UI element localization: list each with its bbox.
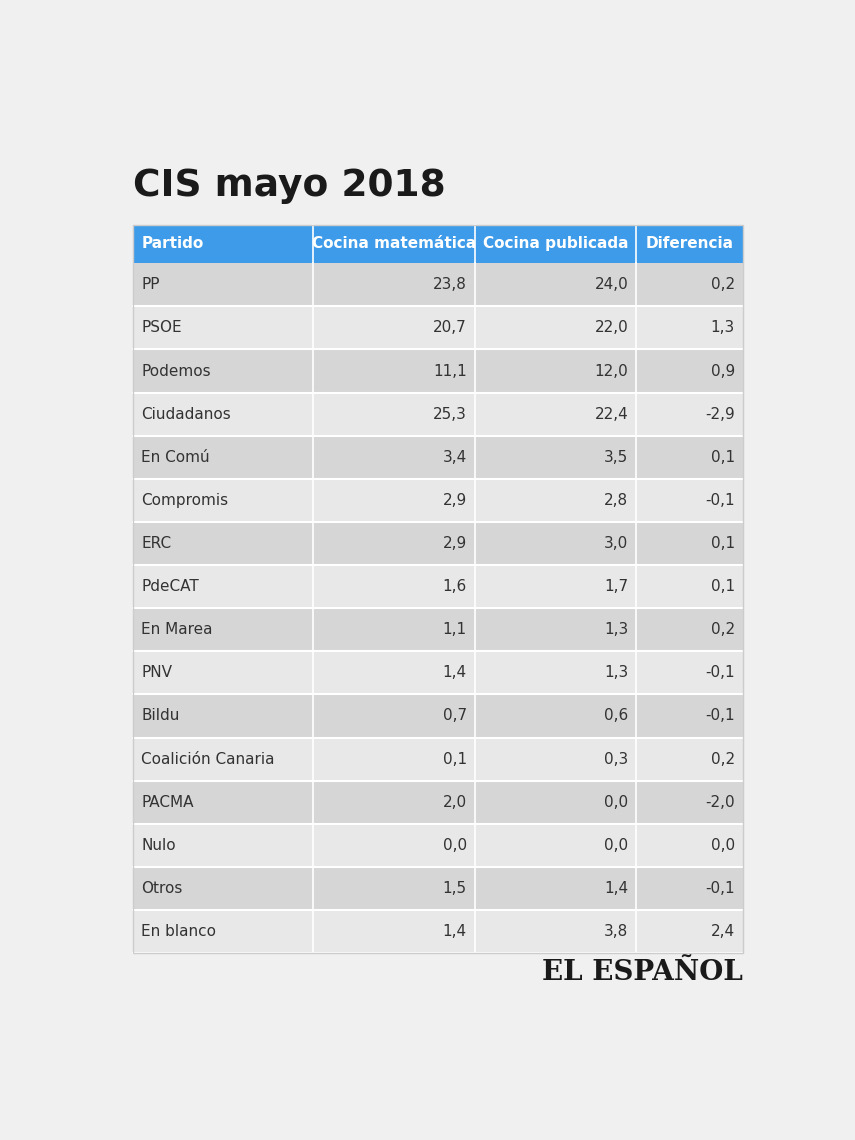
Text: 0,1: 0,1 bbox=[443, 751, 467, 766]
Text: EL ESPAÑOL: EL ESPAÑOL bbox=[542, 959, 743, 986]
Text: En blanco: En blanco bbox=[141, 925, 216, 939]
Text: 0,6: 0,6 bbox=[604, 708, 628, 724]
Text: -0,1: -0,1 bbox=[705, 492, 735, 508]
Text: 0,0: 0,0 bbox=[443, 838, 467, 853]
Text: Ciudadanos: Ciudadanos bbox=[141, 407, 231, 422]
Bar bbox=[133, 479, 743, 522]
Text: 1,7: 1,7 bbox=[604, 579, 628, 594]
Text: 1,5: 1,5 bbox=[443, 881, 467, 896]
Text: 0,9: 0,9 bbox=[711, 364, 735, 378]
Text: 0,1: 0,1 bbox=[711, 579, 735, 594]
Text: 1,3: 1,3 bbox=[604, 622, 628, 637]
Text: Partido: Partido bbox=[141, 236, 203, 252]
Bar bbox=[133, 738, 743, 781]
Text: 0,1: 0,1 bbox=[711, 536, 735, 551]
Text: -2,9: -2,9 bbox=[705, 407, 735, 422]
Bar bbox=[133, 694, 743, 738]
Text: 1,4: 1,4 bbox=[443, 925, 467, 939]
Text: 0,7: 0,7 bbox=[443, 708, 467, 724]
Text: 25,3: 25,3 bbox=[433, 407, 467, 422]
Text: En Comú: En Comú bbox=[141, 450, 210, 465]
Text: 22,0: 22,0 bbox=[594, 320, 628, 335]
Text: 20,7: 20,7 bbox=[433, 320, 467, 335]
Text: 1,6: 1,6 bbox=[443, 579, 467, 594]
Text: PACMA: PACMA bbox=[141, 795, 194, 809]
Text: 0,0: 0,0 bbox=[604, 838, 628, 853]
Text: 0,3: 0,3 bbox=[604, 751, 628, 766]
Text: 3,0: 3,0 bbox=[604, 536, 628, 551]
Text: Podemos: Podemos bbox=[141, 364, 211, 378]
Text: 0,2: 0,2 bbox=[711, 622, 735, 637]
Text: En Marea: En Marea bbox=[141, 622, 213, 637]
Text: Cocina publicada: Cocina publicada bbox=[483, 236, 628, 252]
Text: PdeCAT: PdeCAT bbox=[141, 579, 199, 594]
Bar bbox=[133, 910, 743, 953]
Text: 11,1: 11,1 bbox=[433, 364, 467, 378]
Text: 1,3: 1,3 bbox=[604, 666, 628, 681]
Text: -2,0: -2,0 bbox=[705, 795, 735, 809]
Text: 1,4: 1,4 bbox=[604, 881, 628, 896]
Text: 12,0: 12,0 bbox=[594, 364, 628, 378]
Bar bbox=[133, 392, 743, 435]
Bar bbox=[133, 651, 743, 694]
Text: 1,3: 1,3 bbox=[711, 320, 735, 335]
Bar bbox=[133, 435, 743, 479]
Bar bbox=[133, 225, 743, 953]
Text: Diferencia: Diferencia bbox=[646, 236, 734, 252]
Text: Compromis: Compromis bbox=[141, 492, 228, 508]
Text: -0,1: -0,1 bbox=[705, 666, 735, 681]
Bar bbox=[133, 608, 743, 651]
Text: 1,4: 1,4 bbox=[443, 666, 467, 681]
Text: Coalición Canaria: Coalición Canaria bbox=[141, 751, 274, 766]
Text: 0,0: 0,0 bbox=[604, 795, 628, 809]
Text: 0,2: 0,2 bbox=[711, 751, 735, 766]
Text: 3,4: 3,4 bbox=[443, 450, 467, 465]
Text: ERC: ERC bbox=[141, 536, 172, 551]
Text: 22,4: 22,4 bbox=[594, 407, 628, 422]
Bar bbox=[133, 263, 743, 307]
Text: 2,9: 2,9 bbox=[443, 536, 467, 551]
Text: 3,5: 3,5 bbox=[604, 450, 628, 465]
Bar bbox=[133, 307, 743, 350]
Bar bbox=[133, 522, 743, 565]
Text: Bildu: Bildu bbox=[141, 708, 180, 724]
Text: Cocina matemática: Cocina matemática bbox=[312, 236, 476, 252]
Bar bbox=[133, 225, 743, 263]
Bar bbox=[133, 565, 743, 608]
Text: Nulo: Nulo bbox=[141, 838, 176, 853]
Text: 2,9: 2,9 bbox=[443, 492, 467, 508]
Text: PSOE: PSOE bbox=[141, 320, 182, 335]
Bar bbox=[133, 350, 743, 392]
Text: 24,0: 24,0 bbox=[594, 277, 628, 292]
Text: 3,8: 3,8 bbox=[604, 925, 628, 939]
Text: PP: PP bbox=[141, 277, 160, 292]
Bar bbox=[133, 225, 743, 953]
Text: -0,1: -0,1 bbox=[705, 708, 735, 724]
Bar bbox=[133, 824, 743, 866]
Text: Otros: Otros bbox=[141, 881, 183, 896]
Text: 0,2: 0,2 bbox=[711, 277, 735, 292]
Text: 0,1: 0,1 bbox=[711, 450, 735, 465]
Text: PNV: PNV bbox=[141, 666, 173, 681]
Text: 2,0: 2,0 bbox=[443, 795, 467, 809]
Text: 1,1: 1,1 bbox=[443, 622, 467, 637]
Bar bbox=[133, 781, 743, 824]
Text: 23,8: 23,8 bbox=[433, 277, 467, 292]
Bar bbox=[133, 866, 743, 910]
Text: -0,1: -0,1 bbox=[705, 881, 735, 896]
Text: 2,8: 2,8 bbox=[604, 492, 628, 508]
Text: 0,0: 0,0 bbox=[711, 838, 735, 853]
Text: CIS mayo 2018: CIS mayo 2018 bbox=[133, 169, 446, 204]
Text: 2,4: 2,4 bbox=[711, 925, 735, 939]
